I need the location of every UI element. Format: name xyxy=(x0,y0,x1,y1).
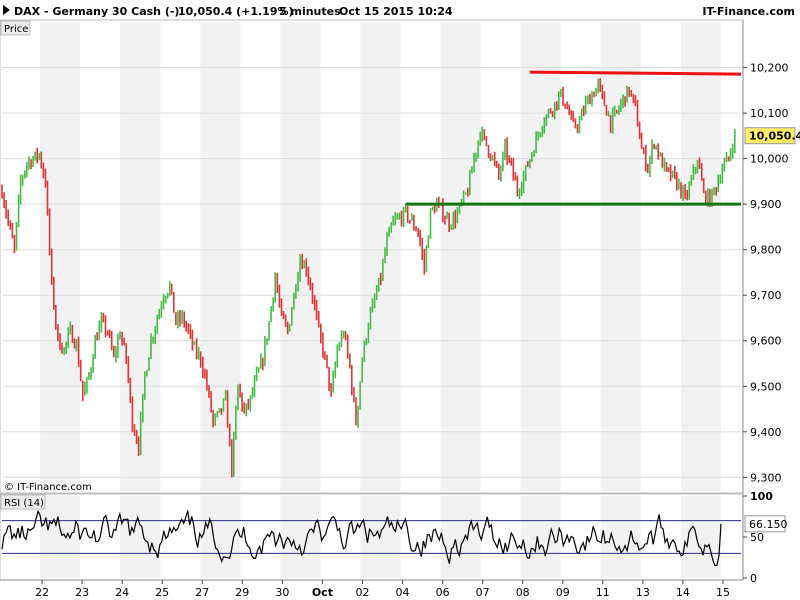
rsi-axis: 0 50 100 66.150 xyxy=(742,490,788,585)
brand-label: IT-Finance.com xyxy=(702,5,795,18)
price-panel: Price © IT-Finance.com 9,3009,4009,5009,… xyxy=(0,19,800,494)
x-tick-label: 07 xyxy=(476,586,490,599)
price-tick-label: 9,600 xyxy=(750,335,782,348)
price-tick-label: 9,700 xyxy=(750,289,782,302)
rsi-tick-label: 100 xyxy=(750,490,773,503)
day-bands xyxy=(40,22,721,491)
rsi-last-marker xyxy=(744,515,786,533)
datetime-label: Oct 15 2015 10:24 xyxy=(339,5,453,18)
x-tick-label: Oct xyxy=(312,586,333,599)
rsi-panel-label: RSI (14) xyxy=(4,498,44,509)
price-panel-label: Price xyxy=(4,24,28,35)
x-tick-label: 30 xyxy=(275,586,289,599)
x-tick-label: 09 xyxy=(556,586,570,599)
last-price-change: 10,050.4 (+1.19%) xyxy=(178,5,294,18)
price-tick-label: 10,200 xyxy=(750,62,789,75)
last-price-label: 10,050.4 xyxy=(749,130,800,143)
annotations xyxy=(405,70,742,206)
x-tick-label: 29 xyxy=(235,586,249,599)
price-tick-label: 9,500 xyxy=(750,380,782,393)
day-band xyxy=(520,22,561,491)
resistance-line xyxy=(529,70,742,76)
x-axis: 22 23 24 25 27 29 30 Oct 02 04 06 07 08 09 11 13 14 15 xyxy=(0,579,743,599)
x-tick-label: 15 xyxy=(716,586,730,599)
x-tick-label: 24 xyxy=(115,586,129,599)
price-tick-label: 10,100 xyxy=(750,107,789,120)
interval-label: 5 minutes xyxy=(279,5,341,18)
chart-header: DAX - Germany 30 Cash (-) 10,050.4 (+1.1… xyxy=(3,5,795,18)
day-band xyxy=(200,22,241,491)
rsi-day-band xyxy=(120,496,161,578)
day-band xyxy=(680,22,721,491)
price-tick-label: 10,000 xyxy=(750,153,789,166)
x-tick-label: 27 xyxy=(195,586,209,599)
x-tick-label: 08 xyxy=(516,586,530,599)
x-tick-label: 25 xyxy=(155,586,169,599)
rsi-day-band xyxy=(600,496,641,578)
day-band xyxy=(440,22,481,491)
x-tick-label: 06 xyxy=(436,586,450,599)
price-tick-label: 9,900 xyxy=(750,198,782,211)
day-band xyxy=(600,22,641,491)
rsi-lines xyxy=(1,509,741,567)
rsi-label-box xyxy=(0,494,46,510)
rsi-day-band xyxy=(200,496,241,578)
price-tick-label: 9,800 xyxy=(750,244,782,257)
rsi-line xyxy=(1,509,722,567)
price-tick-label: 9,400 xyxy=(750,426,782,439)
rsi-day-band xyxy=(360,496,401,578)
rsi-day-band xyxy=(520,496,561,578)
price-axis: 9,300 9,400 9,500 9,600 9,700 9,800 9,900 10,00… xyxy=(742,20,800,493)
x-tick-label: 11 xyxy=(596,586,610,599)
rsi-tick-label: 50 xyxy=(750,531,764,544)
x-tick-label: 22 xyxy=(35,586,49,599)
price-tick-label: 9,300 xyxy=(750,471,782,484)
x-tick-label: 14 xyxy=(676,586,690,599)
day-band xyxy=(40,22,81,491)
last-price-marker xyxy=(744,127,796,145)
rsi-last-label: 66.150 xyxy=(749,518,788,531)
copyright-label: © IT-Finance.com xyxy=(4,482,92,493)
rsi-day-band xyxy=(40,496,81,578)
rsi-day-band xyxy=(280,496,321,578)
rsi-tick-label: 0 xyxy=(750,572,757,585)
price-label-box xyxy=(0,20,31,36)
day-band xyxy=(360,22,401,491)
x-tick-label: 04 xyxy=(396,586,410,599)
x-tick-label: 23 xyxy=(75,586,89,599)
x-tick-label: 02 xyxy=(356,586,370,599)
x-tick-label: 13 xyxy=(636,586,650,599)
header-arrow-icon[interactable] xyxy=(3,5,10,15)
rsi-panel: RSI (14) 0 50 100 66.150 xyxy=(0,490,788,585)
rsi-day-band xyxy=(440,496,481,578)
rsi-day-bands xyxy=(40,496,721,578)
instrument-title: DAX - Germany 30 Cash (-) xyxy=(14,5,179,18)
